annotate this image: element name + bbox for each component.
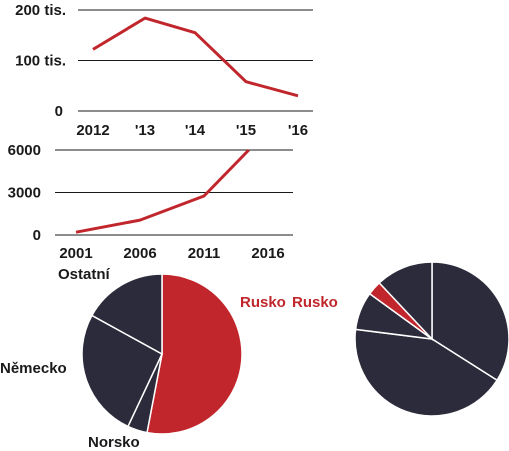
x-tick-label-top: '13 xyxy=(135,122,155,139)
x-tick-label-bottom: 2011 xyxy=(188,245,221,262)
x-tick-label-bottom: 2001 xyxy=(59,245,92,262)
x-tick-label-top: '14 xyxy=(185,122,206,139)
pie-label-nemecko: Německo xyxy=(0,360,67,377)
x-tick-label-top: '15 xyxy=(236,122,256,139)
pie-left-slice-3 xyxy=(90,273,163,356)
line-chart-top: 200 tis. 100 tis. 0 2012 '13 '14 '15 '16 xyxy=(15,2,313,139)
pie-right-slice-4 xyxy=(378,261,433,341)
pie-label-rusko-left: Rusko xyxy=(240,294,286,311)
series-line-top xyxy=(92,16,299,98)
pie-right-slice-1 xyxy=(354,328,499,417)
x-tick-label-bottom: 2006 xyxy=(123,245,156,262)
x-tick-label-bottom: 2016 xyxy=(251,245,284,262)
pie-label-ostatni: Ostatní xyxy=(58,266,111,283)
pie-chart-left xyxy=(81,273,243,435)
x-tick-label-top: 2012 xyxy=(76,122,109,139)
y-tick-label-top: 200 tis. xyxy=(15,2,66,19)
y-tick-label-top: 0 xyxy=(55,103,63,120)
y-tick-label-bottom: 3000 xyxy=(8,185,41,202)
y-tick-label-bottom: 0 xyxy=(33,227,41,244)
pie-label-norsko: Norsko xyxy=(88,434,140,451)
pie-left-slice-0 xyxy=(146,273,243,435)
y-tick-label-bottom: 6000 xyxy=(8,142,41,159)
y-tick-label-top: 100 tis. xyxy=(15,53,66,70)
pie-label-rusko-right: Rusko xyxy=(292,294,338,311)
pie-chart-right xyxy=(354,261,509,417)
series-line-bottom xyxy=(75,148,250,234)
line-chart-bottom: 6000 3000 0 2001 2006 2011 2016 xyxy=(8,142,293,262)
x-tick-label-top: '16 xyxy=(288,122,308,139)
